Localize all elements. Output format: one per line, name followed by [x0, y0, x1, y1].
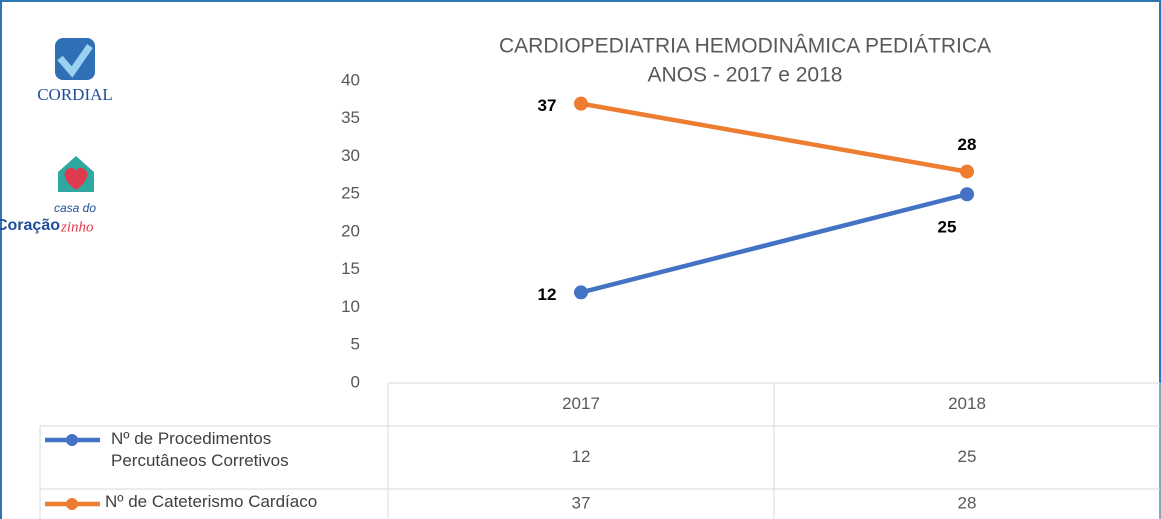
chart-title: CARDIOPEDIATRIA HEMODINÂMICA PEDIÁTRICA: [499, 35, 991, 58]
chart-subtitle: ANOS - 2017 e 2018: [648, 64, 843, 87]
data-label: 12: [538, 285, 557, 304]
legend-label: Nº de Procedimentos Percutâneos Corretiv…: [111, 429, 289, 470]
legend-cell: Nº de Procedimentos Percutâneos Corretiv…: [111, 429, 289, 470]
y-tick-label: 5: [351, 335, 360, 354]
data-label: 37: [538, 96, 557, 115]
legend-marker: [66, 498, 78, 510]
logo-text: casa do: [54, 201, 96, 215]
table-value: 28: [958, 493, 977, 512]
point: [960, 164, 974, 179]
point: [960, 187, 974, 202]
y-tick-label: 25: [341, 184, 360, 203]
y-tick-label: 20: [341, 221, 360, 240]
logo-casa: casa do Coração zinho: [0, 156, 96, 235]
y-tick-label: 10: [341, 297, 360, 316]
series-line: [580, 101, 968, 174]
x-tick-label: 2018: [948, 394, 986, 413]
legend-cell: Nº de Cateterismo Cardíaco: [105, 492, 318, 511]
legend-marker: [66, 434, 78, 446]
point: [574, 96, 588, 111]
y-tick-label: 15: [341, 259, 360, 278]
data-label: 25: [938, 218, 957, 237]
y-tick-label: 0: [351, 372, 360, 391]
legend-label: Nº de Cateterismo Cardíaco: [105, 492, 318, 511]
y-tick-label: 30: [341, 146, 360, 165]
table-value: 12: [572, 447, 591, 466]
y-tick-label: 40: [341, 70, 360, 89]
x-tick-label: 2017: [562, 394, 600, 413]
point: [574, 285, 588, 300]
series-line: [580, 192, 968, 295]
data-label: 28: [958, 135, 977, 154]
y-tick-label: 35: [341, 108, 360, 127]
logo-text: CORDIAL: [37, 85, 113, 104]
table-value: 37: [572, 493, 591, 512]
logo-text: zinho: [60, 219, 94, 235]
table-value: 25: [958, 447, 977, 466]
logo-cordial: CORDIAL: [37, 38, 113, 104]
logo-text: Coração: [0, 217, 60, 234]
